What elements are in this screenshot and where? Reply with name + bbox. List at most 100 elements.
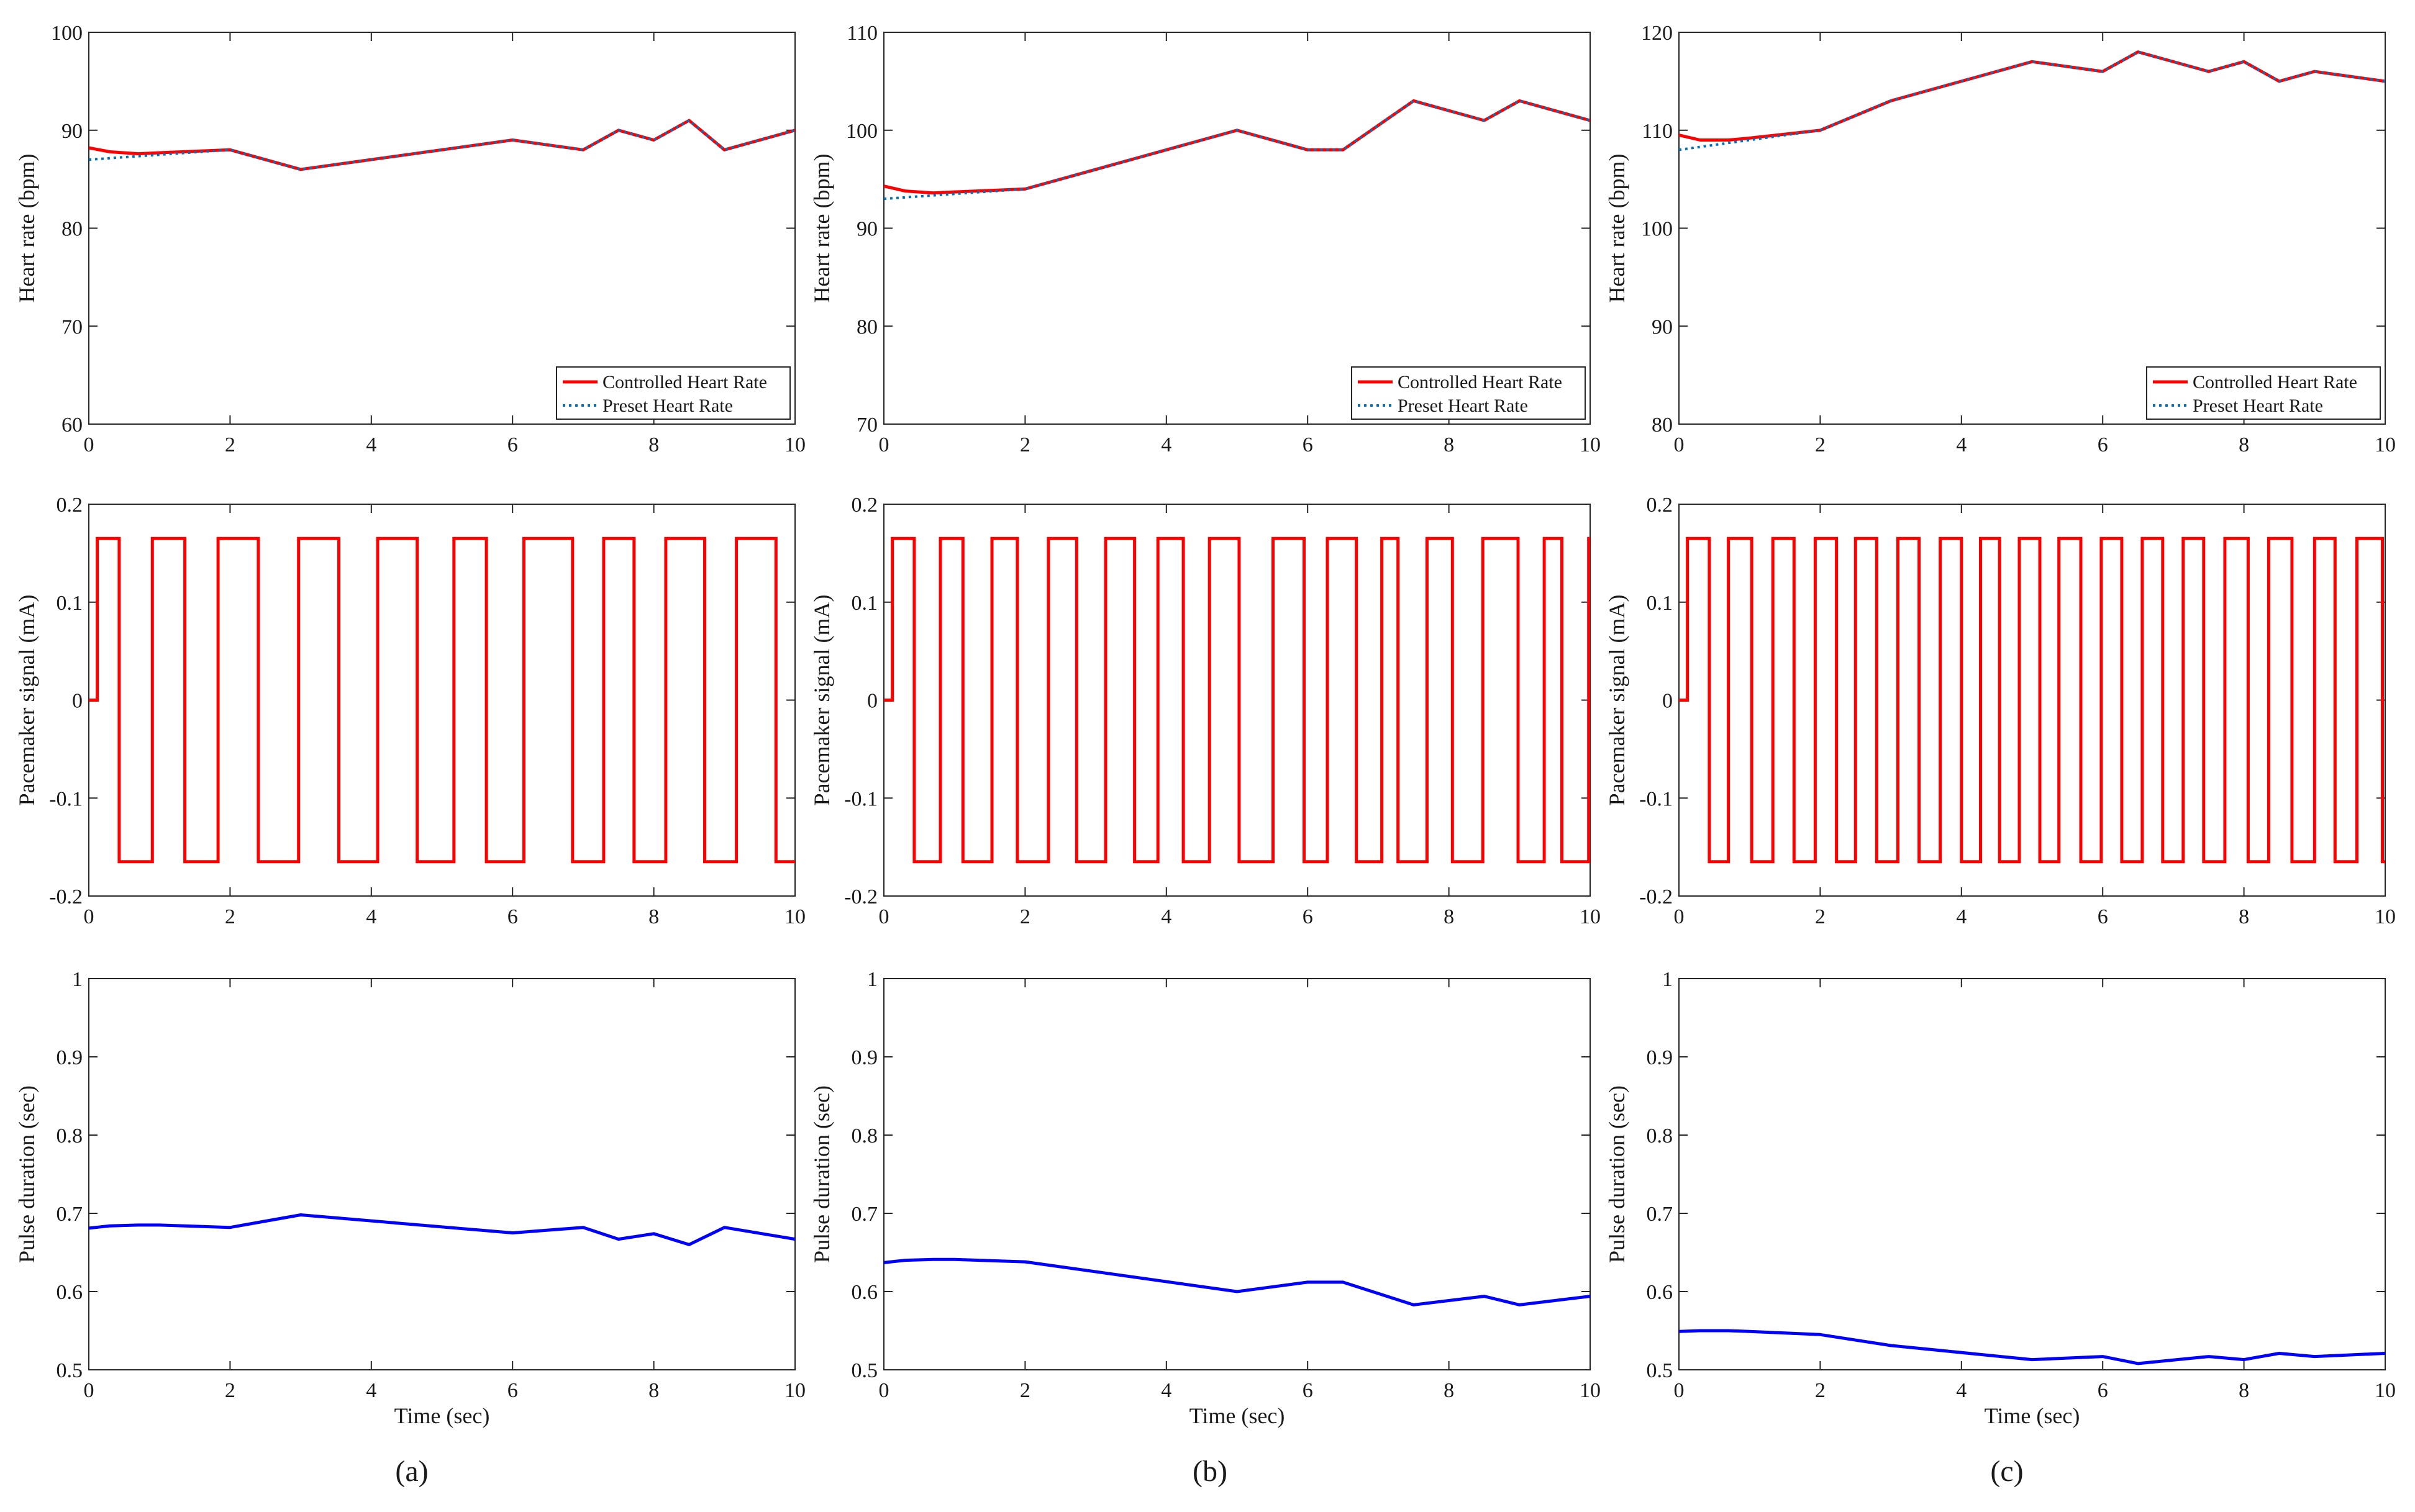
y-tick-label: 0.8 [1647, 1125, 1673, 1148]
x-tick-label: 6 [1303, 433, 1313, 456]
legend-box [1351, 366, 1586, 420]
y-tick-label: 0.5 [1647, 1359, 1673, 1382]
legend-box [556, 366, 791, 420]
x-tick-label: 0 [1674, 433, 1685, 456]
x-tick-label: 6 [2098, 1379, 2108, 1402]
y-tick-label: 0.5 [852, 1359, 878, 1382]
panel-caption-b: (b) [1193, 1455, 1227, 1488]
x-tick-label: 10 [1580, 1379, 1601, 1402]
y-tick-label: 1 [867, 968, 878, 991]
y-axis-label: Pulse duration (sec) [14, 1085, 39, 1263]
x-tick-label: 0 [84, 905, 94, 928]
x-tick-label: 2 [1020, 1379, 1030, 1402]
chart-hr-c: 0 2 4 6 8 10 80 90 100 110 120 Heart rate (bpm) Cont… [1604, 22, 2396, 456]
x-tick-label: 0 [879, 905, 889, 928]
y-tick-label: 80 [857, 315, 878, 338]
y-tick-label: 70 [857, 414, 878, 437]
x-tick-label: 8 [2239, 905, 2249, 928]
chart-pd-c: 0 2 4 6 8 10 0.5 0.6 0.7 0.8 0.9 1 Pulse duration (s… [1604, 968, 2396, 1428]
x-tick-label: 4 [366, 1379, 376, 1402]
y-tick-label: -0.2 [1639, 885, 1673, 908]
axes-frame [883, 978, 1591, 1370]
y-tick-label: 80 [1652, 414, 1673, 437]
y-tick-label: 0.1 [852, 592, 878, 615]
chart-pd-a: 0 2 4 6 8 10 0.5 0.6 0.7 0.8 0.9 1 Pulse duration (s… [14, 968, 806, 1428]
y-axis-label: Heart rate (bpm) [1604, 154, 1629, 303]
y-tick-label: 110 [1642, 120, 1673, 143]
x-axis-label: Time (sec) [1985, 1403, 2080, 1428]
x-axis-label: Time (sec) [1189, 1403, 1285, 1428]
axes-frame [883, 32, 1591, 425]
y-tick-label: 0.8 [852, 1125, 878, 1148]
x-tick-label: 2 [1020, 433, 1030, 456]
x-tick-label: 10 [785, 433, 806, 456]
x-tick-label: 6 [1303, 905, 1313, 928]
axes-frame [88, 32, 796, 425]
axes-frame [88, 978, 796, 1370]
series-line-controlled-heart-rate [1678, 50, 2386, 142]
y-tick-label: 0.9 [1647, 1046, 1673, 1069]
series-line-preset-heart-rate [883, 99, 1591, 201]
x-tick-label: 6 [507, 433, 518, 456]
y-tick-label: 90 [857, 218, 878, 241]
y-tick-label: 1 [1662, 968, 1673, 991]
x-tick-label: 10 [2375, 905, 2396, 928]
axes-frame [1678, 978, 2386, 1370]
series-line-controlled-heart-rate [883, 99, 1591, 195]
x-tick-label: 4 [366, 905, 376, 928]
legend: Controlled Heart Rate Preset Heart Rate [2146, 366, 2381, 420]
y-tick-label: 100 [846, 120, 878, 143]
x-tick-label: 6 [2098, 433, 2108, 456]
series-line-preset-heart-rate [88, 119, 796, 171]
x-tick-label: 2 [1815, 433, 1826, 456]
y-tick-label: 90 [1652, 315, 1673, 338]
y-tick-label: 0.2 [1647, 494, 1673, 517]
x-tick-label: 0 [84, 1379, 94, 1402]
x-tick-label: 4 [366, 433, 376, 456]
y-tick-label: 80 [61, 218, 83, 241]
y-tick-label: -0.1 [1639, 787, 1673, 810]
y-tick-label: 0.8 [57, 1125, 83, 1148]
pacemaker-signal-line [884, 536, 1591, 864]
chart-pm-b: 0 2 4 6 8 10 -0.2 -0.1 0 0.1 0.2 Pacemaker signal (… [809, 494, 1601, 928]
y-tick-label: 0.6 [852, 1281, 878, 1304]
y-axis-label: Pacemaker signal (mA) [14, 595, 39, 806]
pacemaker-signal-line [1679, 536, 2385, 864]
x-tick-label: 10 [785, 1379, 806, 1402]
y-tick-label: 0.2 [852, 494, 878, 517]
legend-entry: Controlled Heart Rate [2193, 372, 2357, 392]
x-tick-label: 6 [1303, 1379, 1313, 1402]
y-tick-label: 100 [51, 22, 83, 45]
axes-frame [1678, 32, 2386, 425]
axes-frame [1678, 504, 2386, 897]
y-tick-label: 0 [72, 690, 83, 713]
y-tick-label: 0.1 [1647, 592, 1673, 615]
y-tick-label: 0.7 [57, 1203, 83, 1226]
y-tick-label: 0.6 [57, 1281, 83, 1304]
x-tick-label: 4 [1956, 905, 1967, 928]
x-tick-label: 0 [84, 433, 94, 456]
x-tick-label: 6 [507, 1379, 518, 1402]
x-tick-label: 2 [225, 433, 235, 456]
y-tick-label: -0.1 [844, 787, 878, 810]
x-tick-label: 2 [1815, 1379, 1826, 1402]
y-tick-label: 60 [61, 414, 83, 437]
x-tick-label: 0 [879, 1379, 889, 1402]
y-tick-label: 0 [1662, 690, 1673, 713]
y-axis-label: Pulse duration (sec) [1604, 1085, 1629, 1263]
y-axis-label: Heart rate (bpm) [14, 154, 39, 303]
x-tick-label: 8 [2239, 1379, 2249, 1402]
chart-pm-c: 0 2 4 6 8 10 -0.2 -0.1 0 0.1 0.2 Pacemaker signal (… [1604, 494, 2396, 928]
series-line-pulse-duration [883, 1257, 1591, 1306]
pacemaker-signal-line [89, 536, 795, 864]
y-tick-label: 0.5 [57, 1359, 83, 1382]
x-tick-label: 4 [1956, 1379, 1967, 1402]
series-line-controlled-heart-rate [88, 119, 796, 171]
y-tick-label: 1 [72, 968, 83, 991]
y-axis-label: Heart rate (bpm) [809, 154, 834, 303]
x-tick-label: 10 [2375, 433, 2396, 456]
x-tick-label: 8 [648, 1379, 659, 1402]
y-tick-label: -0.2 [49, 885, 83, 908]
x-tick-label: 0 [879, 433, 889, 456]
x-tick-label: 8 [1444, 1379, 1454, 1402]
